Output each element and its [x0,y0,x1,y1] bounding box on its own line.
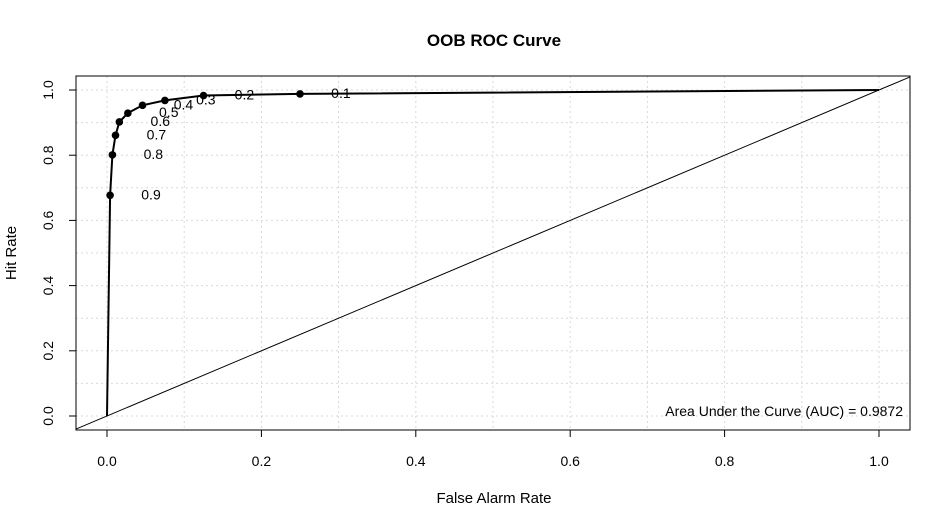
threshold-point [106,191,114,200]
chart-title: OOB ROC Curve [427,31,561,50]
reference-diagonal [75,76,911,430]
grid [76,76,910,430]
y-axis-label: Hit Rate [3,226,20,280]
y-tick-label: 0.6 [40,210,56,230]
x-axis: 0.0 0.2 0.4 0.6 0.8 1.0 [97,429,889,469]
threshold-label: 0.2 [235,87,255,103]
threshold-points [106,90,304,200]
threshold-point [124,109,132,117]
threshold-point [138,101,147,110]
threshold-label: 0.4 [174,96,194,112]
y-axis: 0.0 0.2 0.4 0.6 0.8 1.0 [40,80,77,426]
threshold-point [115,118,124,126]
threshold-label: 0.5 [159,104,179,120]
y-tick-label: 0.4 [40,276,56,296]
y-tick-label: 0.0 [40,406,56,426]
x-tick-label: 0.8 [715,453,735,469]
y-tick-label: 0.2 [40,341,56,361]
threshold-point [199,91,208,100]
x-tick-label: 1.0 [869,453,889,469]
threshold-point [108,151,117,159]
x-tick-label: 0.6 [560,453,580,469]
y-tick-label: 0.8 [40,145,56,165]
threshold-label: 0.7 [147,126,167,142]
threshold-point [296,90,304,98]
threshold-label: 0.6 [151,113,171,129]
auc-annotation: Area Under the Curve (AUC) = 0.9872 [665,403,903,419]
x-tick-label: 0.2 [252,453,272,469]
threshold-label: 0.9 [141,186,161,202]
x-tick-label: 0.0 [97,453,117,469]
threshold-point [161,96,169,105]
threshold-point [111,131,120,140]
y-tick-label: 1.0 [40,80,56,100]
threshold-labels: 0.9 0.8 0.70.60.50.4 0.3 0.2 0.1 [141,85,351,202]
threshold-label: 0.3 [196,91,216,107]
x-tick-label: 0.4 [406,453,426,469]
x-axis-label: False Alarm Rate [436,490,551,507]
threshold-label: 0.8 [144,146,164,162]
threshold-label: 0.1 [331,85,351,101]
diagonal-line [75,76,911,430]
